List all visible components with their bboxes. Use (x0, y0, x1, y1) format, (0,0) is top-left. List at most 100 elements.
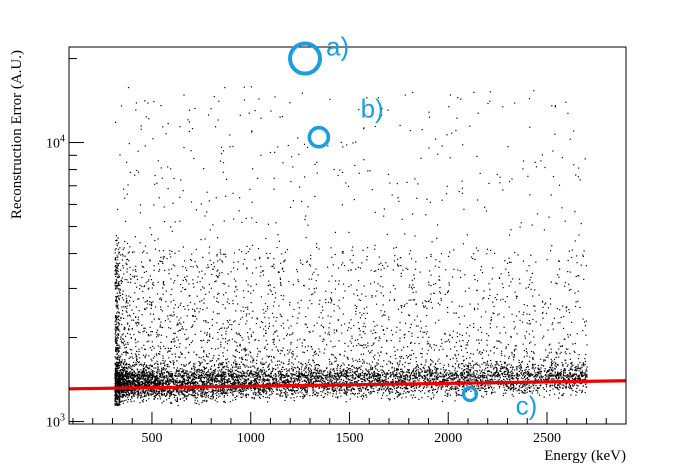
data-point (128, 392, 130, 394)
data-point (132, 379, 134, 381)
data-point (213, 379, 215, 382)
data-point (531, 392, 533, 394)
data-point (512, 377, 514, 379)
data-point (211, 377, 213, 379)
data-point (575, 373, 577, 375)
data-point (170, 401, 172, 403)
data-point (474, 375, 477, 377)
data-point (134, 389, 136, 391)
data-point (421, 376, 424, 378)
data-point (197, 373, 199, 375)
data-point (136, 377, 138, 379)
data-point (160, 376, 162, 378)
data-point (224, 402, 226, 404)
data-point (490, 366, 492, 368)
data-point (463, 386, 465, 388)
data-point (143, 395, 145, 398)
data-point (323, 389, 325, 391)
data-point (330, 378, 332, 380)
data-point (461, 371, 463, 373)
data-point (486, 378, 488, 380)
data-point (361, 375, 363, 377)
data-point (230, 368, 232, 370)
data-point (575, 370, 577, 372)
data-point (114, 394, 116, 396)
data-point (408, 391, 410, 394)
data-point (499, 377, 501, 379)
data-point (118, 367, 120, 369)
data-point (496, 373, 499, 375)
data-point (339, 392, 341, 394)
data-point (173, 383, 175, 385)
data-point (584, 391, 586, 394)
data-point (268, 394, 271, 396)
data-point (260, 389, 262, 391)
data-point (444, 370, 447, 372)
data-point (450, 373, 452, 375)
data-point (439, 362, 441, 365)
data-point (504, 376, 506, 378)
data-point (256, 367, 259, 370)
data-point (526, 388, 528, 390)
data-point (161, 372, 163, 375)
data-point (272, 383, 274, 385)
data-point (147, 379, 149, 381)
data-point (227, 370, 229, 372)
data-point (467, 364, 470, 366)
data-point (396, 367, 398, 370)
data-point (539, 371, 541, 373)
data-point (338, 389, 340, 391)
data-point (321, 382, 324, 384)
data-point (429, 372, 431, 374)
data-point (142, 390, 144, 392)
data-point (549, 386, 551, 388)
data-point (543, 388, 545, 390)
data-point (140, 369, 142, 371)
data-point (431, 378, 433, 380)
data-point (197, 370, 199, 372)
data-point (181, 392, 183, 394)
data-point (240, 374, 243, 376)
data-point (200, 377, 202, 379)
data-point (505, 392, 507, 394)
data-point (354, 378, 356, 380)
data-point (582, 379, 584, 381)
data-point (567, 386, 570, 388)
data-point (176, 398, 179, 400)
data-point (447, 377, 450, 379)
data-point (412, 394, 415, 396)
data-point (135, 385, 137, 387)
data-point (523, 374, 525, 376)
data-point (558, 392, 560, 394)
data-point (506, 369, 508, 371)
data-point (298, 378, 300, 380)
data-point (436, 390, 438, 392)
data-point (222, 362, 224, 364)
data-point (327, 371, 329, 373)
data-point (367, 377, 369, 379)
data-point (540, 373, 542, 375)
data-point (121, 383, 123, 385)
data-point (345, 377, 347, 379)
data-point (436, 378, 438, 380)
data-point (463, 376, 465, 378)
data-point (548, 376, 550, 378)
data-point (232, 366, 234, 368)
data-point (562, 373, 565, 375)
data-point (555, 366, 557, 368)
data-point (364, 373, 366, 375)
data-point (493, 368, 495, 370)
data-point (326, 367, 328, 370)
data-point (220, 381, 222, 383)
data-point (321, 377, 323, 379)
data-point (253, 393, 255, 395)
data-point (119, 378, 121, 380)
data-point (563, 369, 565, 372)
data-point (435, 366, 437, 369)
data-point (345, 372, 348, 374)
data-point (479, 377, 481, 379)
data-point (574, 377, 576, 380)
data-point (503, 371, 505, 374)
data-point (231, 373, 233, 375)
data-point (175, 400, 177, 402)
